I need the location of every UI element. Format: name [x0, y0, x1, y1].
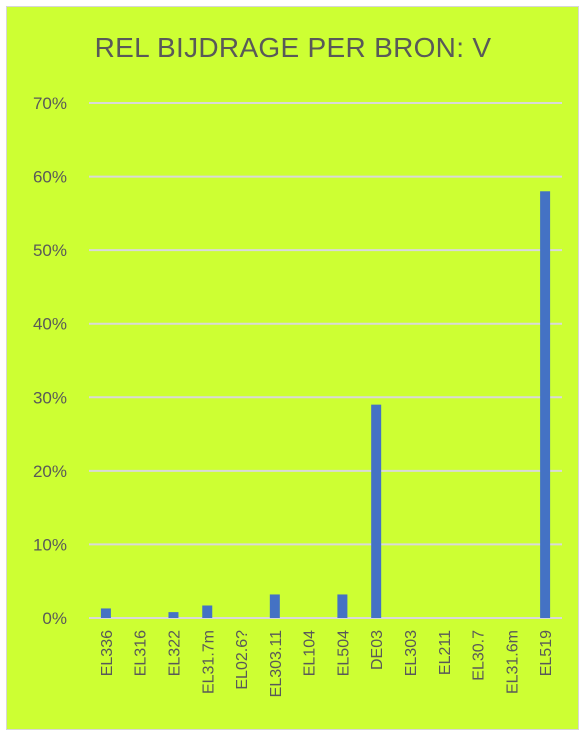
- x-tick-label: EL504: [335, 630, 352, 676]
- x-tick-label: EL31.7m: [200, 630, 217, 694]
- bar-EL322: [168, 612, 179, 618]
- y-tick-label: 40%: [33, 315, 67, 334]
- x-tick-label: EL104: [302, 630, 319, 676]
- bar-EL519: [540, 191, 551, 619]
- x-tick-label: EL336: [99, 630, 116, 676]
- bars: [100, 191, 551, 619]
- chart-title: REL BIJDRAGE PER BRON: V: [94, 32, 492, 63]
- y-tick-label: 60%: [33, 168, 67, 187]
- x-tick-label: EL02.6?: [234, 630, 251, 690]
- bar-DE03: [371, 404, 382, 618]
- y-axis-labels: 0% 10% 20% 30% 40% 50% 60% 70%: [33, 94, 67, 628]
- bar-EL31.7m: [202, 605, 213, 618]
- bar-EL336: [100, 608, 111, 618]
- y-tick-label: 10%: [33, 535, 67, 554]
- x-tick-label: EL322: [166, 630, 183, 676]
- x-tick-label: DE03: [369, 630, 386, 670]
- x-tick-label: EL519: [538, 630, 555, 676]
- x-axis-labels: EL336 EL316 EL322 EL31.7m EL02.6? EL303.11 EL1…: [99, 630, 555, 697]
- bar-EL303.11: [269, 594, 280, 618]
- y-tick-label: 50%: [33, 241, 67, 260]
- y-tick-label: 0%: [42, 609, 67, 628]
- x-tick-label: EL316: [133, 630, 150, 676]
- y-tick-label: 20%: [33, 462, 67, 481]
- y-tick-label: 70%: [33, 94, 67, 113]
- x-tick-label: EL31.6m: [504, 630, 521, 694]
- x-tick-label: EL30.7: [471, 630, 488, 681]
- y-tick-label: 30%: [33, 388, 67, 407]
- x-tick-label: EL211: [437, 630, 454, 675]
- gridlines: [89, 102, 562, 619]
- bar-EL504: [337, 594, 348, 618]
- x-tick-label: EL303.11: [268, 630, 285, 697]
- x-tick-label: EL303: [403, 630, 420, 676]
